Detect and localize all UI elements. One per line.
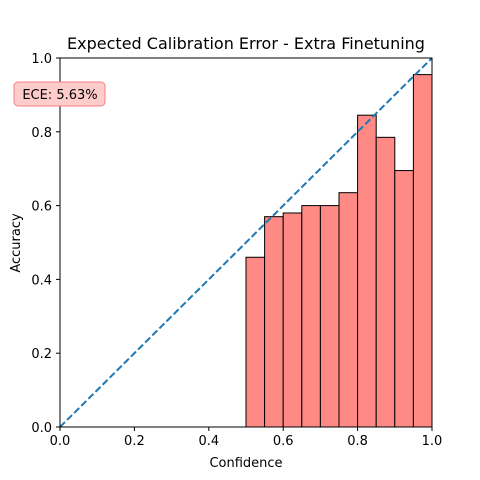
x-tick-label-2: 0.4 <box>198 434 219 449</box>
perfect-calibration-line <box>59 57 433 428</box>
x-tick-label-1: 0.2 <box>124 434 145 449</box>
bar-bin-9 <box>412 74 433 428</box>
axes-frame <box>59 57 433 428</box>
y-tick-label-5: 1.0 <box>31 52 52 67</box>
bar-bin-0 <box>245 256 266 428</box>
x-axis-ticks: 0.0 0.2 0.4 0.6 0.8 1.0 <box>50 427 443 449</box>
x-tick-label-5: 1.0 <box>422 434 443 449</box>
chart-title: Expected Calibration Error - Extra Finet… <box>67 34 425 53</box>
x-tick-label-0: 0.0 <box>50 434 71 449</box>
x-tick-label-3: 0.6 <box>273 434 294 449</box>
y-axis-label: Accuracy <box>9 213 24 273</box>
bar-bin-3 <box>301 205 321 428</box>
ece-annotation-text: ECE: 5.63% <box>22 88 97 103</box>
bar-bin-5 <box>338 192 359 428</box>
bars-layer <box>245 74 433 428</box>
bar-bin-2 <box>282 212 303 428</box>
y-axis-ticks: 0.0 0.2 0.4 0.6 0.8 1.0 <box>31 52 60 436</box>
bar-bin-4 <box>319 205 340 428</box>
bar-bin-6 <box>357 114 377 428</box>
bar-bin-7 <box>375 136 396 428</box>
x-tick-label-4: 0.8 <box>347 434 368 449</box>
bar-bin-8 <box>394 170 414 428</box>
y-tick-label-3: 0.6 <box>31 200 52 215</box>
y-tick-label-0: 0.0 <box>31 421 52 436</box>
x-axis-label: Confidence <box>209 456 282 471</box>
ece-annotation-box <box>13 81 106 107</box>
y-tick-label-1: 0.2 <box>31 347 52 362</box>
ece-annotation: ECE: 5.63% <box>13 81 106 107</box>
y-tick-label-4: 0.8 <box>31 126 52 141</box>
bar-bin-1 <box>264 216 284 428</box>
y-tick-label-2: 0.4 <box>31 273 52 288</box>
